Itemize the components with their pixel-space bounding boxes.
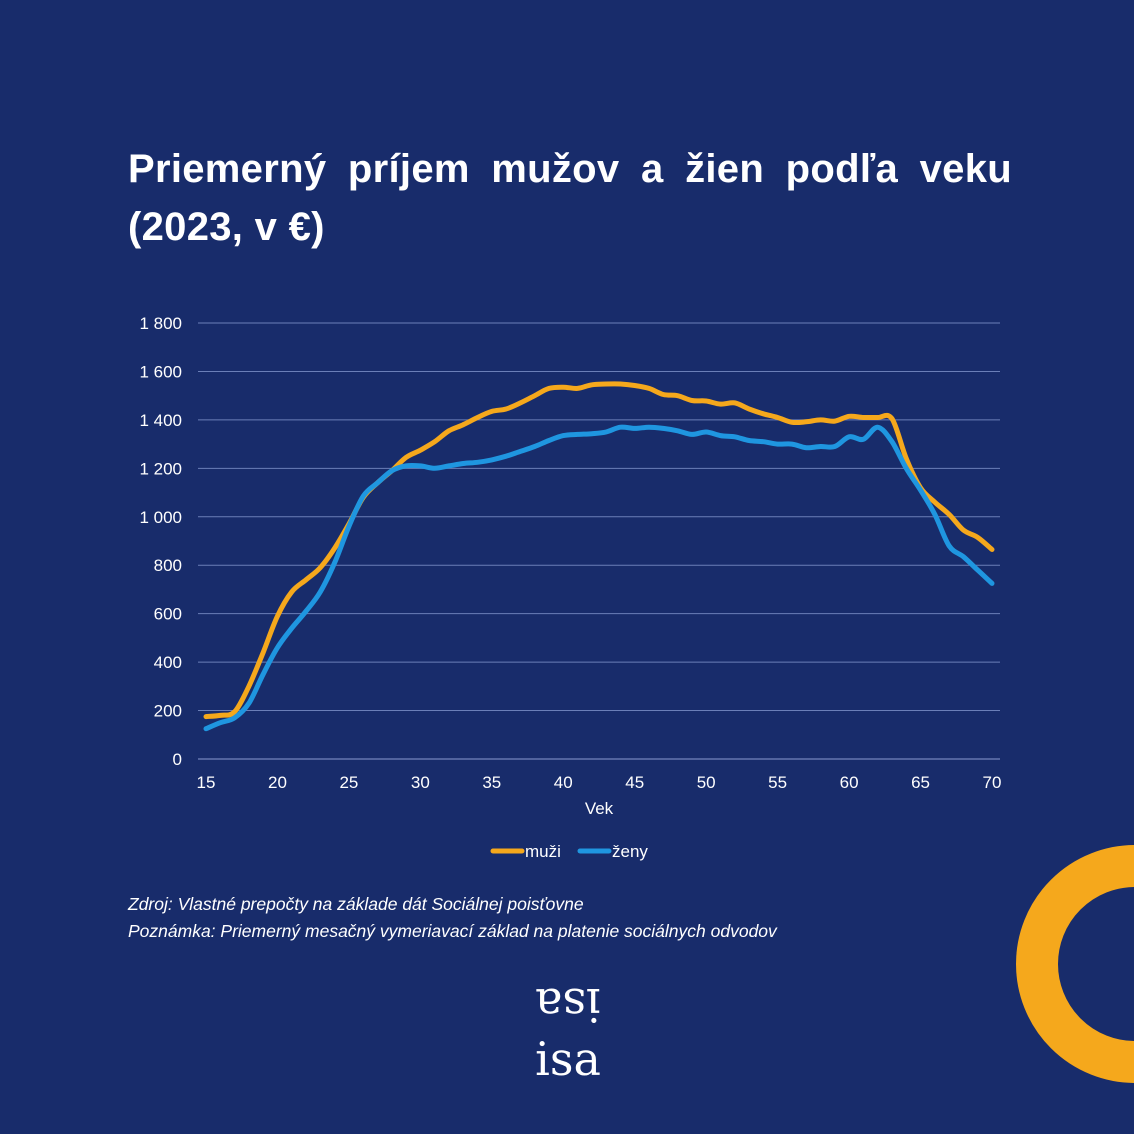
logo-text: isa [535, 1032, 601, 1086]
y-tick-label: 1 000 [139, 508, 182, 527]
x-tick-label: 25 [339, 773, 358, 792]
y-tick-label: 800 [154, 556, 182, 575]
chart-notes: Zdroj: Vlastné prepočty na základe dát S… [128, 891, 777, 945]
source-note: Zdroj: Vlastné prepočty na základe dát S… [128, 894, 584, 914]
y-tick-label: 600 [154, 605, 182, 624]
x-tick-label: 35 [482, 773, 501, 792]
logo-mirrored-text: isa [535, 978, 601, 1032]
y-tick-label: 1 400 [139, 411, 182, 430]
series-line-muzi [203, 381, 995, 720]
y-tick-label: 200 [154, 702, 182, 721]
series-lines [203, 381, 995, 732]
legend-label-muzi: muži [525, 842, 561, 861]
decorative-ring [1016, 845, 1134, 1083]
legend-label-zeny: ženy [612, 842, 648, 861]
methodology-note: Poznámka: Priemerný mesačný vymeriavací … [128, 921, 777, 941]
series-line-zeny [203, 424, 995, 732]
y-axis-ticks: 0 200 400 600 800 1 000 1 200 1 400 1 600 1 800 [139, 314, 182, 769]
x-tick-label: 30 [411, 773, 430, 792]
y-tick-label: 1 600 [139, 362, 182, 381]
x-axis-label: Vek [585, 799, 614, 818]
x-tick-label: 45 [625, 773, 644, 792]
x-tick-label: 15 [197, 773, 216, 792]
x-axis-ticks: 15 20 25 30 35 40 45 50 55 60 65 70 [197, 773, 1002, 792]
x-tick-label: 65 [911, 773, 930, 792]
x-tick-label: 50 [697, 773, 716, 792]
x-tick-label: 70 [983, 773, 1002, 792]
isa-logo: isa isa [528, 978, 608, 1086]
gridlines [198, 322, 1000, 760]
y-tick-label: 0 [173, 750, 182, 769]
x-tick-label: 55 [768, 773, 787, 792]
y-tick-label: 400 [154, 653, 182, 672]
x-tick-label: 60 [840, 773, 859, 792]
legend: muži ženy [490, 842, 648, 861]
y-tick-label: 1 200 [139, 459, 182, 478]
x-tick-label: 40 [554, 773, 573, 792]
chart-title: Priemerný príjem mužov a žien podľa veku… [128, 147, 1012, 249]
x-tick-label: 20 [268, 773, 287, 792]
y-tick-label: 1 800 [139, 314, 182, 333]
